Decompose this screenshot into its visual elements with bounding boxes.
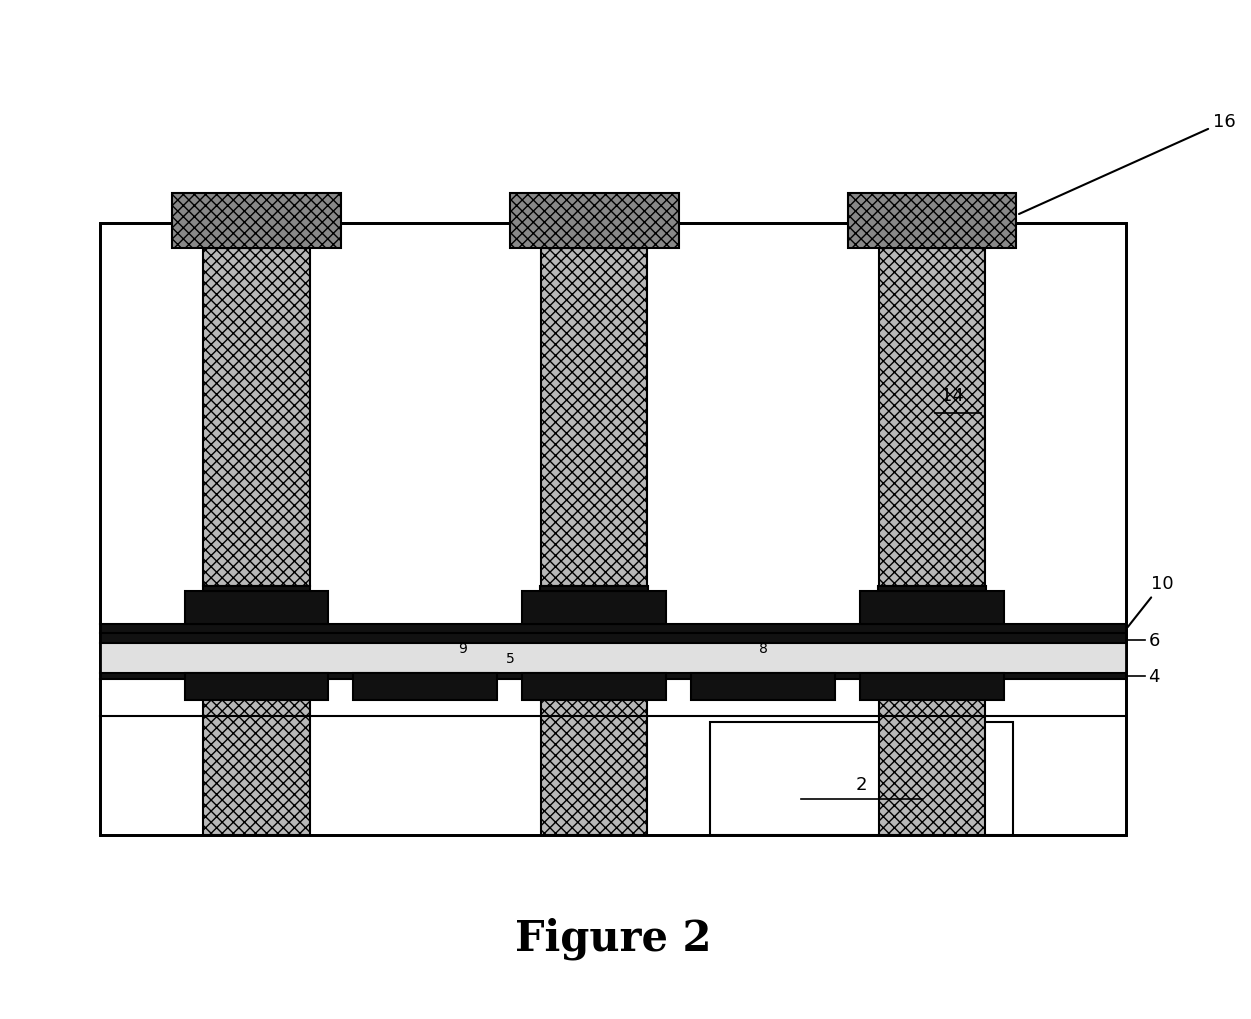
Bar [711, 722, 1013, 836]
Bar [878, 586, 986, 591]
Bar [203, 586, 310, 591]
Bar [523, 674, 666, 700]
Text: 16: 16 [1020, 113, 1236, 215]
Bar [100, 643, 1126, 674]
Text: 6: 6 [1148, 631, 1160, 649]
Bar [540, 249, 648, 586]
Bar [878, 674, 985, 836]
Bar [100, 224, 1126, 836]
Bar [848, 194, 1016, 249]
Bar [878, 249, 985, 586]
Bar [523, 591, 666, 625]
Text: 5: 5 [507, 651, 514, 665]
Text: 10: 10 [1127, 575, 1173, 628]
Bar [510, 194, 678, 249]
Bar [861, 674, 1003, 700]
Bar [861, 591, 1003, 625]
Text: 9: 9 [458, 641, 468, 655]
Bar [100, 625, 1126, 634]
Bar [100, 224, 1126, 836]
Text: 14: 14 [941, 386, 965, 405]
Bar [171, 194, 340, 249]
Bar [540, 674, 648, 836]
Bar [203, 674, 310, 836]
Bar [540, 586, 648, 591]
Bar [203, 249, 310, 586]
Text: 2: 2 [856, 775, 867, 794]
Bar [353, 674, 497, 700]
Text: 8: 8 [758, 641, 768, 655]
Bar [185, 591, 328, 625]
Bar [691, 674, 836, 700]
Text: 4: 4 [1148, 667, 1160, 686]
Bar [100, 674, 1126, 680]
Bar [185, 674, 328, 700]
Text: Figure 2: Figure 2 [514, 916, 712, 959]
Bar [100, 634, 1126, 643]
